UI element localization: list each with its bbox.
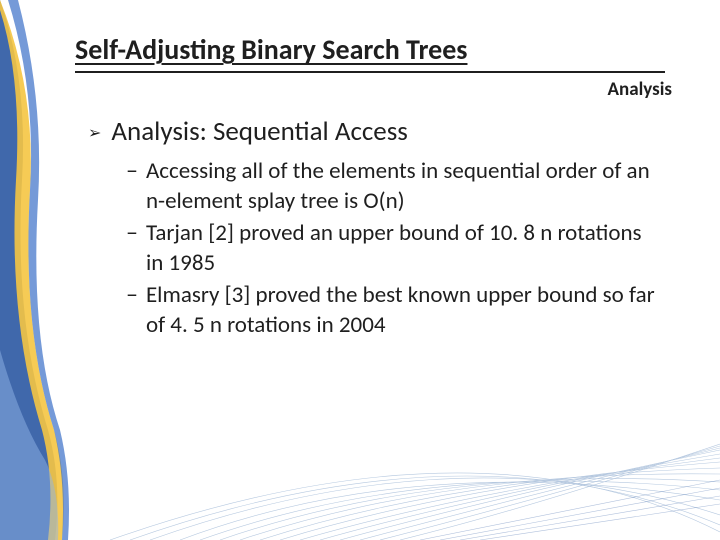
title-area: Self-Adjusting Binary Search Trees [75, 32, 680, 73]
dash-bullet-icon: – [126, 156, 138, 186]
sub-bullet-text: Tarjan [2] proved an upper bound of 10. … [146, 218, 660, 278]
main-bullet-text: Analysis: Sequential Access [111, 115, 407, 148]
dash-bullet-icon: – [126, 218, 138, 248]
dash-bullet-icon: – [126, 280, 138, 310]
slide-title: Self-Adjusting Binary Search Trees [75, 32, 680, 73]
sub-bullet-list: – Accessing all of the elements in seque… [126, 156, 660, 340]
slide-subtitle: Analysis [608, 78, 672, 101]
sub-bullet: – Accessing all of the elements in seque… [126, 156, 660, 216]
left-swoosh-decoration [0, 0, 75, 540]
sub-bullet-text: Accessing all of the elements in sequent… [146, 156, 660, 216]
sub-bullet-text: Elmasry [3] proved the best known upper … [146, 280, 660, 340]
main-bullet: ➢ Analysis: Sequential Access [88, 115, 660, 148]
arrow-bullet-icon: ➢ [88, 123, 101, 143]
bottom-lines-decoration [0, 340, 720, 540]
content-area: ➢ Analysis: Sequential Access – Accessin… [88, 115, 660, 342]
title-underline [75, 71, 665, 73]
sub-bullet: – Tarjan [2] proved an upper bound of 10… [126, 218, 660, 278]
sub-bullet: – Elmasry [3] proved the best known uppe… [126, 280, 660, 340]
slide: Self-Adjusting Binary Search Trees Analy… [0, 0, 720, 540]
